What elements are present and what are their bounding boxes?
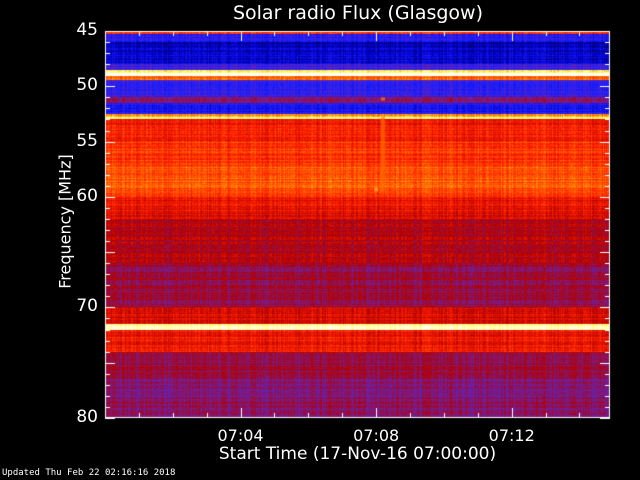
y-tick-label: 70 (76, 296, 98, 317)
x-tick-label: 07:08 (353, 426, 400, 445)
y-tick-label: 45 (76, 20, 98, 40)
updated-timestamp: Updated Thu Feb 22 02:16:16 2018 (2, 468, 176, 478)
x-tick-label: 07:04 (217, 426, 264, 445)
chart-title: Solar radio Flux (Glasgow) (232, 2, 484, 24)
y-axis-label: Frequency [MHz] (55, 154, 75, 289)
y-tick-label: 50 (76, 75, 98, 96)
y-tick-label: 80 (76, 407, 98, 427)
y-tick-label: 55 (76, 130, 98, 151)
y-tick-label: 60 (76, 185, 98, 206)
x-axis-label: Start Time (17-Nov-16 07:00:00) (218, 444, 497, 464)
x-tick-label: 07:12 (488, 426, 535, 445)
